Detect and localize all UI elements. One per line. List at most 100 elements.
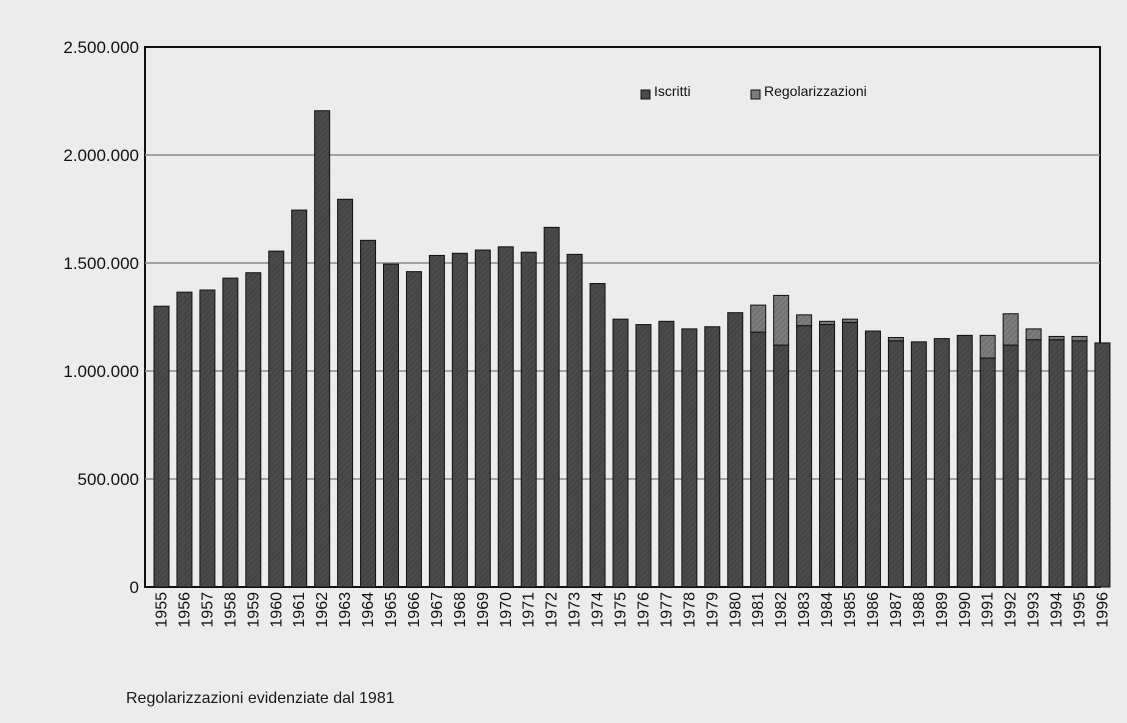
x-tick-label: 1986	[865, 592, 882, 628]
bar-iscritti-1996	[1094, 342, 1111, 588]
bar-regolarizzazioni-1994	[1048, 335, 1065, 341]
x-tick-label: 1983	[796, 592, 813, 628]
bar-iscritti-1969	[474, 249, 491, 588]
legend: Iscritti Regolarizzazioni	[640, 83, 867, 100]
legend-label: Iscritti	[654, 83, 691, 99]
bar-iscritti-1986	[864, 330, 881, 588]
x-tick-label: 1969	[475, 592, 492, 628]
bar-regolarizzazioni-1981	[750, 304, 767, 333]
bar-iscritti-1982	[773, 344, 790, 588]
bar-regolarizzazioni-1993	[1025, 328, 1042, 341]
bar-iscritti-1957	[199, 289, 216, 588]
bar-iscritti-1961	[291, 209, 308, 588]
x-tick-label: 1960	[268, 592, 285, 628]
x-tick-label: 1963	[337, 592, 354, 628]
bar-iscritti-1955	[153, 305, 170, 588]
x-tick-label: 1995	[1072, 592, 1089, 628]
bar-iscritti-1990	[956, 334, 973, 588]
bar-iscritti-1966	[405, 271, 422, 588]
bar-iscritti-1956	[176, 291, 193, 588]
y-tick-label: 2.500.000	[63, 38, 139, 57]
x-tick-label: 1994	[1049, 592, 1066, 628]
bar-iscritti-1981	[750, 331, 767, 588]
bar-iscritti-1973	[566, 253, 583, 588]
bar-iscritti-1992	[1002, 344, 1019, 588]
bar-iscritti-1965	[383, 263, 399, 588]
x-tick-label: 1955	[154, 592, 171, 628]
bar-iscritti-1975	[612, 318, 629, 588]
bar-iscritti-1971	[520, 251, 537, 588]
x-tick-label: 1971	[521, 592, 538, 628]
bar-regolarizzazioni-1995	[1071, 335, 1088, 342]
bar-regolarizzazioni-1987	[887, 337, 904, 342]
bar-iscritti-1989	[933, 338, 950, 588]
x-tick-label: 1959	[245, 592, 262, 628]
x-tick-label: 1976	[635, 592, 652, 628]
bar-iscritti-1964	[360, 239, 377, 588]
legend-swatch	[750, 89, 761, 100]
bar-iscritti-1987	[887, 340, 904, 588]
x-tick-label: 1977	[658, 592, 675, 628]
legend-label: Regolarizzazioni	[764, 83, 867, 99]
x-tick-label: 1988	[911, 592, 928, 628]
x-tick-label: 1961	[291, 592, 308, 628]
x-tick-label: 1972	[544, 592, 561, 628]
bar-iscritti-1980	[727, 312, 744, 588]
bar-iscritti-1985	[842, 321, 858, 588]
x-tick-label: 1975	[613, 592, 630, 628]
x-tick-label: 1956	[176, 592, 193, 628]
bar-iscritti-1958	[222, 277, 239, 588]
bar-iscritti-1983	[796, 325, 813, 588]
y-tick-label: 2.000.000	[63, 146, 139, 165]
bar-regolarizzazioni-1984	[819, 320, 836, 326]
bar-regolarizzazioni-1992	[1002, 313, 1019, 346]
x-tick-label: 1965	[383, 592, 400, 628]
bar-iscritti-1993	[1025, 339, 1042, 588]
x-tick-label: 1970	[498, 592, 515, 628]
x-tick-label: 1989	[934, 592, 951, 628]
x-tick-label: 1996	[1094, 592, 1111, 628]
x-tick-label: 1974	[590, 592, 607, 628]
x-tick-label: 1991	[980, 592, 997, 628]
x-tick-label: 1968	[452, 592, 469, 628]
x-tick-label: 1985	[842, 592, 859, 628]
x-tick-label: 1980	[727, 592, 744, 628]
x-tick-label: 1992	[1003, 592, 1020, 628]
bar-regolarizzazioni-1982	[773, 294, 790, 346]
bar-iscritti-1972	[543, 226, 560, 588]
x-tick-label: 1966	[406, 592, 423, 628]
x-tick-label: 1957	[199, 592, 216, 628]
x-tick-label: 1973	[567, 592, 584, 628]
x-tick-label: 1958	[222, 592, 239, 628]
bar-iscritti-1984	[819, 324, 836, 588]
y-tick-label: 1.000.000	[63, 362, 139, 381]
x-tick-label: 1993	[1026, 592, 1043, 628]
bar-iscritti-1995	[1071, 340, 1088, 588]
x-tick-label: 1967	[429, 592, 446, 628]
bar-iscritti-1959	[245, 272, 262, 588]
bar-iscritti-1979	[704, 326, 721, 588]
bar-iscritti-1977	[658, 320, 675, 588]
bar-iscritti-1988	[910, 341, 927, 588]
bar-iscritti-1974	[589, 283, 606, 588]
bar-regolarizzazioni-1983	[796, 314, 813, 327]
bar-regolarizzazioni-1985	[842, 318, 858, 323]
bar-iscritti-1991	[979, 357, 996, 588]
bar-iscritti-1976	[635, 324, 652, 588]
x-tick-label: 1982	[773, 592, 790, 628]
x-tick-label: 1990	[957, 592, 974, 628]
x-tick-label: 1978	[681, 592, 698, 628]
bar-iscritti-1970	[497, 246, 514, 588]
bar-iscritti-1968	[451, 252, 468, 588]
x-axis-tick-labels: 1955 1956 1957 1958 1959 1960 1961 1962 1963 1964…	[154, 592, 1112, 628]
bar-iscritti-1963	[337, 198, 354, 588]
x-tick-label: 1981	[750, 592, 767, 628]
bar-iscritti-1994	[1048, 339, 1065, 588]
x-tick-label: 1979	[704, 592, 721, 628]
bar-iscritti-1978	[681, 328, 698, 588]
x-tick-label: 1964	[360, 592, 377, 628]
bar-regolarizzazioni-1991	[979, 334, 996, 359]
footnote: Regolarizzazioni evidenziate dal 1981	[126, 690, 395, 707]
y-tick-label: 1.500.000	[63, 254, 139, 273]
